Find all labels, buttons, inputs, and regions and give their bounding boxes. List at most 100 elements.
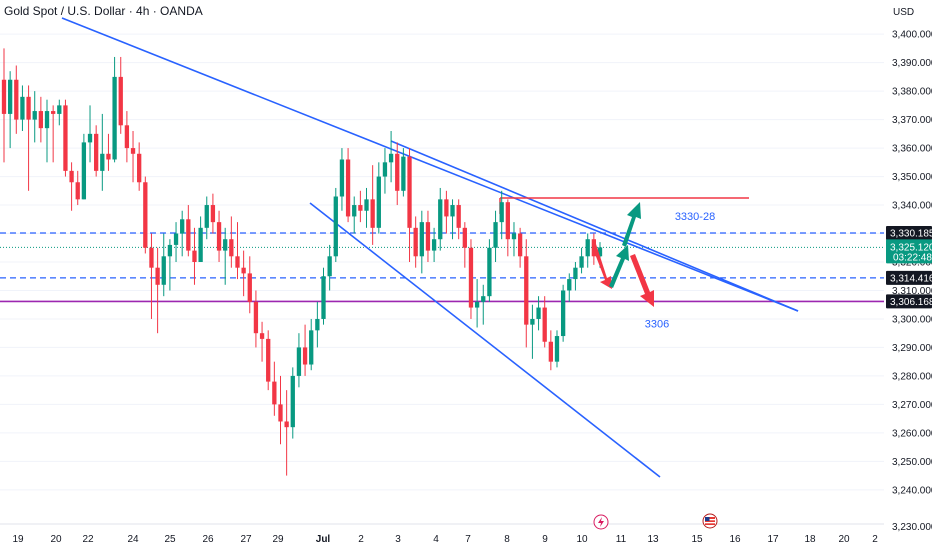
- candle[interactable]: [124, 111, 130, 163]
- candle[interactable]: [370, 165, 375, 245]
- candle[interactable]: [517, 227, 523, 268]
- candle[interactable]: [149, 233, 154, 319]
- candle[interactable]: [567, 273, 572, 302]
- annotation-label[interactable]: 3330-28: [675, 211, 715, 223]
- candle[interactable]: [499, 190, 504, 240]
- annotation-label[interactable]: 3306: [645, 318, 669, 330]
- price-tag[interactable]: 3,330.185: [886, 225, 932, 240]
- candle[interactable]: [38, 96, 44, 143]
- candle[interactable]: [487, 239, 492, 302]
- arrow-down-small[interactable]: [592, 244, 612, 289]
- candle[interactable]: [542, 296, 547, 348]
- candle[interactable]: [155, 247, 160, 334]
- candle[interactable]: [81, 133, 87, 200]
- candle[interactable]: [395, 142, 400, 206]
- candle[interactable]: [63, 99, 68, 177]
- candle[interactable]: [180, 210, 185, 257]
- candle[interactable]: [75, 170, 80, 206]
- price-axis[interactable]: 3,240.000 3,250.000 3,260.000 3,270.000 3,28…: [884, 0, 932, 533]
- major-descending-trendline[interactable]: [61, 17, 799, 312]
- candle[interactable]: [438, 187, 443, 251]
- candle[interactable]: [462, 222, 467, 268]
- candle[interactable]: [204, 196, 209, 240]
- candle[interactable]: [167, 239, 173, 291]
- candle[interactable]: [143, 176, 148, 254]
- candle[interactable]: [444, 190, 449, 234]
- candle[interactable]: [309, 318, 314, 371]
- candle[interactable]: [419, 210, 424, 274]
- candle[interactable]: [198, 216, 203, 262]
- candle[interactable]: [333, 187, 338, 262]
- candle[interactable]: [100, 113, 105, 191]
- candle[interactable]: [57, 99, 62, 126]
- candle[interactable]: [431, 227, 437, 262]
- arrow-up-small[interactable]: [609, 245, 629, 288]
- candle[interactable]: [573, 262, 578, 291]
- candle[interactable]: [364, 187, 369, 228]
- candle[interactable]: [327, 244, 332, 291]
- candle[interactable]: [302, 324, 308, 376]
- time-axis[interactable]: 19 20 22 24 25 26 27 29 Jul 2 3 4 7 8 9 10 11 13 15 16 17 18 2…: [0, 523, 884, 550]
- candle[interactable]: [585, 233, 590, 268]
- candle[interactable]: [530, 304, 535, 359]
- candle[interactable]: [456, 199, 461, 240]
- candle[interactable]: [20, 85, 25, 131]
- candle[interactable]: [401, 148, 406, 197]
- arrow-up-large[interactable]: [622, 202, 641, 247]
- candle[interactable]: [548, 330, 553, 371]
- candle[interactable]: [51, 105, 56, 163]
- candle[interactable]: [14, 65, 19, 134]
- candle[interactable]: [560, 284, 566, 342]
- candle[interactable]: [382, 148, 388, 194]
- candle[interactable]: [290, 367, 295, 439]
- candle[interactable]: [579, 247, 584, 274]
- candle[interactable]: [266, 330, 271, 391]
- candle[interactable]: [524, 239, 529, 348]
- upper-channel-trendline[interactable]: [390, 140, 799, 312]
- candle[interactable]: [272, 361, 277, 416]
- candle[interactable]: [32, 91, 37, 143]
- candle[interactable]: [94, 125, 99, 177]
- candle[interactable]: [505, 199, 510, 257]
- candle[interactable]: [425, 210, 431, 262]
- candle[interactable]: [259, 321, 265, 362]
- candle[interactable]: [112, 56, 117, 163]
- candle[interactable]: [161, 233, 166, 297]
- currency-label[interactable]: USD: [893, 7, 915, 18]
- candle[interactable]: [173, 222, 179, 262]
- candle[interactable]: [223, 227, 228, 285]
- candle[interactable]: [388, 131, 394, 183]
- candle[interactable]: [253, 290, 259, 348]
- candle[interactable]: [339, 148, 345, 211]
- flash-event-icon[interactable]: [593, 514, 609, 530]
- candle[interactable]: [69, 162, 74, 211]
- candle[interactable]: [118, 56, 123, 134]
- candle[interactable]: [358, 190, 363, 223]
- candle[interactable]: [536, 296, 541, 331]
- candle[interactable]: [247, 256, 252, 314]
- candle[interactable]: [296, 333, 302, 388]
- candle[interactable]: [137, 142, 142, 191]
- symbol-title[interactable]: Gold Spot / U.S. Dollar · 4h · OANDA: [4, 4, 203, 18]
- candle[interactable]: [186, 205, 191, 257]
- candle[interactable]: [450, 199, 455, 240]
- price-tag[interactable]: 3,306.168: [886, 294, 932, 309]
- candle[interactable]: [235, 222, 240, 280]
- candle[interactable]: [7, 71, 13, 149]
- candle[interactable]: [315, 301, 320, 348]
- candle[interactable]: [554, 330, 560, 368]
- candle[interactable]: [106, 133, 111, 171]
- candle[interactable]: [511, 222, 517, 257]
- candle[interactable]: [216, 210, 222, 262]
- candle[interactable]: [481, 284, 486, 325]
- candle[interactable]: [376, 162, 381, 234]
- arrow-down-large[interactable]: [630, 254, 654, 307]
- candle[interactable]: [284, 390, 289, 476]
- candle[interactable]: [130, 131, 136, 183]
- lower-channel-trendline[interactable]: [309, 202, 661, 478]
- candle[interactable]: [345, 148, 351, 223]
- candle[interactable]: [1, 48, 7, 163]
- candle[interactable]: [192, 227, 197, 285]
